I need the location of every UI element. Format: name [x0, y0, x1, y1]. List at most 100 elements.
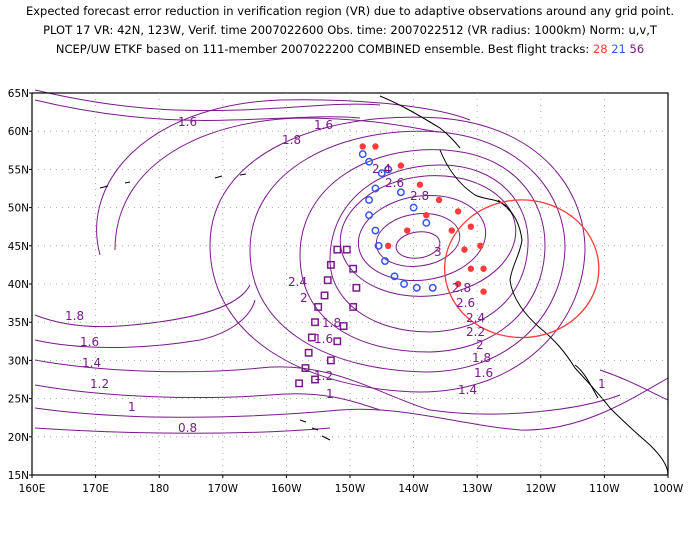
- track-56-point: [320, 291, 329, 300]
- track-56-point: [349, 302, 358, 311]
- north-america-coast: [439, 149, 669, 476]
- track-28-point: [384, 242, 392, 249]
- contour-label: 2.4: [466, 311, 485, 325]
- lon-tick-label: 160W: [271, 483, 302, 495]
- lon-tick-label: 140W: [398, 483, 429, 495]
- contour-label: 3: [434, 245, 442, 259]
- track-56-point: [326, 260, 335, 269]
- track-21-point: [384, 165, 393, 174]
- track-21-point: [377, 169, 386, 178]
- track-21-point: [374, 241, 383, 250]
- contour-1-8-inner: [249, 130, 566, 373]
- track-21-point: [358, 150, 367, 159]
- contour-1-top: [34, 89, 381, 112]
- contour-label: 2.2: [466, 325, 485, 339]
- contour-label: 1: [598, 377, 606, 391]
- track-56-point: [311, 318, 319, 327]
- contour-label: 1.6: [474, 366, 493, 380]
- contour-label: 1.8: [472, 351, 491, 365]
- contour-2-6: [357, 194, 487, 282]
- track-56-point: [304, 348, 313, 357]
- track-28-point: [454, 208, 462, 215]
- contour-label: 2.8: [452, 281, 471, 295]
- lat-tick-label: 20N: [8, 432, 29, 444]
- contour-label: 1.6: [314, 118, 333, 132]
- contour-label: 2: [300, 291, 308, 305]
- contour-2: [299, 149, 546, 353]
- lon-tick-label: 160E: [19, 483, 46, 495]
- track-label-blue: 21: [611, 42, 626, 56]
- contour-2-8: [375, 213, 461, 267]
- track-28-point: [397, 162, 405, 169]
- track-28-point: [461, 246, 468, 253]
- lon-tick-label: 130W: [462, 483, 493, 495]
- track-21-point: [365, 211, 374, 220]
- contour-lines: [34, 89, 669, 434]
- track-56-point: [295, 379, 304, 388]
- contour-1-2: [34, 384, 381, 411]
- track-label-red: 28: [592, 42, 608, 56]
- title-line-2: PLOT 17 VR: 42N, 123W, Verif. time 20070…: [43, 23, 657, 37]
- lat-tick-label: 30N: [8, 355, 29, 367]
- vancouver-island: [497, 199, 514, 216]
- lat-tick-label: 40N: [8, 279, 29, 291]
- contour-label: 1.4: [82, 356, 101, 370]
- track-56-point: [307, 333, 316, 342]
- contour-label: 1.6: [80, 335, 99, 349]
- lat-tick-label: 45N: [8, 241, 29, 253]
- contour-1-1: [34, 377, 669, 431]
- track-21-point: [365, 196, 374, 204]
- lon-tick-label: 150W: [335, 483, 366, 495]
- track-56-point: [333, 337, 342, 346]
- track-28-point: [416, 181, 424, 188]
- contour-label: 1.2: [314, 369, 333, 383]
- contour-label: 2.4: [372, 162, 391, 176]
- contour-label: 1.8: [65, 309, 84, 323]
- lat-tick-label: 50N: [8, 203, 29, 215]
- track-28-point: [467, 265, 475, 272]
- plot-header: Expected forecast error reduction in ver…: [0, 2, 700, 59]
- contour-1-6-west: [34, 299, 256, 348]
- track-56-point: [342, 245, 351, 254]
- lon-tick-label: 180: [149, 483, 169, 495]
- contour-2-2: [329, 164, 529, 333]
- contour-label: 2.4: [288, 275, 307, 289]
- track-28-point: [404, 227, 411, 234]
- track-28-point: [480, 288, 487, 295]
- lat-tick-label: 55N: [8, 164, 29, 176]
- contour-0-8: [34, 427, 331, 434]
- track-21-point: [371, 184, 380, 193]
- grid-lines: [32, 93, 668, 475]
- contour-label: 1.6: [178, 115, 197, 129]
- axis-ticks: 15N 20N 25N 30N 35N 40N 45N 50N 55N 60N 65N 160E 170…: [8, 88, 684, 495]
- contour-1-6-top: [34, 99, 361, 121]
- contour-label: 1.2: [90, 377, 109, 391]
- contour-1-8-outer: [114, 117, 441, 251]
- track-28-point: [423, 212, 430, 219]
- lat-tick-label: 15N: [8, 470, 29, 482]
- track-21-point: [365, 157, 374, 166]
- track-56-point: [349, 264, 358, 273]
- track-21-point: [412, 283, 421, 292]
- contour-label: 1.4: [458, 383, 477, 397]
- track-21-point: [381, 257, 389, 266]
- lat-tick-label: 35N: [8, 317, 29, 329]
- coastlines: [99, 95, 669, 476]
- track-28-point: [448, 227, 455, 234]
- contour-labels: 1.6 1.6 1.8 2.4 2.6 2.8 3 2.8 2.6 2.4 2.…: [65, 115, 606, 435]
- contour-label: 2.6: [385, 176, 404, 190]
- track-56-point: [333, 245, 342, 254]
- contour-2-4: [339, 175, 517, 297]
- track-56-point: [352, 283, 361, 292]
- verification-region-circle: [443, 199, 600, 339]
- lon-tick-label: 120W: [526, 483, 557, 495]
- lat-tick-label: 25N: [8, 394, 29, 406]
- track-56-point: [323, 276, 332, 285]
- lon-tick-label: 110W: [589, 483, 620, 495]
- contour-1-east: [599, 369, 669, 401]
- track-28-point: [480, 265, 487, 272]
- track-21-point: [396, 188, 405, 197]
- contour-label: 1.8: [282, 133, 301, 147]
- lat-tick-label: 60N: [8, 126, 29, 138]
